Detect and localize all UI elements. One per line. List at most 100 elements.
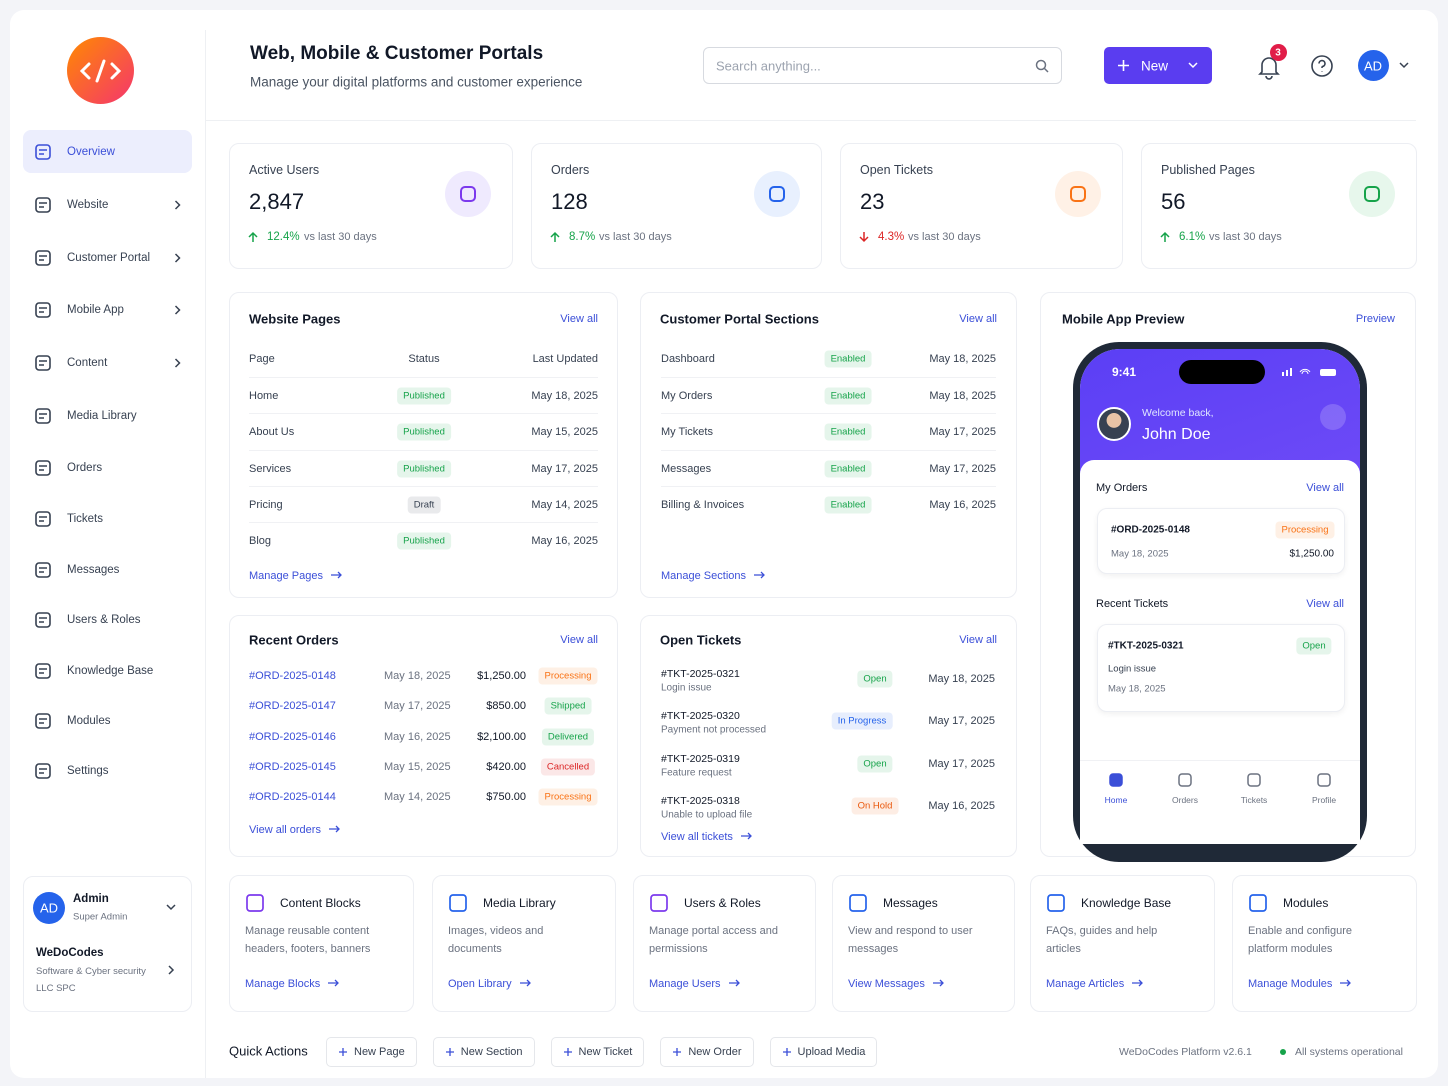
tab-label: Profile [1311, 795, 1337, 805]
search-box[interactable] [703, 47, 1062, 84]
panel-title: Website Pages [249, 311, 341, 327]
arrow-icon [754, 571, 765, 579]
quick-action-button[interactable]: New Order [660, 1037, 754, 1067]
chevron[interactable] [166, 904, 176, 911]
stat-glyph [460, 186, 476, 202]
module-card [432, 875, 616, 1012]
page-date: May 16, 2025 [531, 535, 598, 547]
row-divider [661, 486, 996, 487]
nav-item[interactable]: Content [67, 357, 108, 369]
stat-label: Published Pages [1161, 163, 1255, 177]
nav-item[interactable]: Knowledge Base [67, 665, 154, 677]
view-all-link[interactable]: View all [560, 634, 598, 646]
ticket-date: May 16, 2025 [928, 799, 995, 812]
manage-link[interactable]: Manage Sections [661, 570, 768, 582]
module-link[interactable]: Manage Blocks [245, 978, 342, 990]
section-title: My Orders [1096, 482, 1148, 494]
avatar[interactable] [1358, 50, 1389, 81]
module-link[interactable]: Open Library [448, 978, 534, 990]
module-title: Modules [1283, 896, 1329, 910]
nav-item[interactable]: Mobile App [67, 304, 124, 316]
ticket-date: May 17, 2025 [928, 715, 995, 728]
quick-action-button[interactable]: New Ticket [550, 1037, 645, 1067]
search-icon [1035, 59, 1049, 73]
nav-item[interactable]: Orders [67, 462, 103, 474]
quick-action-button[interactable]: New Section [432, 1037, 535, 1067]
nav-item[interactable]: Tickets [67, 513, 103, 525]
view-all-link[interactable]: View all [1306, 598, 1344, 610]
button-icon [445, 1048, 454, 1056]
trend-arrow [859, 232, 869, 243]
view-all-link[interactable]: View all [1306, 482, 1344, 494]
ticket-subject: Login issue [1108, 663, 1157, 675]
help-icon[interactable] [1310, 54, 1334, 78]
manage-link[interactable]: View all tickets [661, 831, 755, 843]
stat-note: vs last 30 days [599, 231, 672, 243]
stat-change: 8.7% [569, 231, 596, 243]
footer-status: All systems operational [1295, 1046, 1403, 1058]
order-amount: $420.00 [486, 760, 526, 773]
nav-item[interactable]: Settings [67, 765, 109, 777]
nav-item[interactable]: Customer Portal [67, 252, 151, 264]
module-link[interactable]: Manage Modules [1248, 978, 1354, 990]
phone-time: 9:41 [1112, 365, 1137, 379]
stat-change: 4.3% [878, 231, 905, 243]
ticket-card [1097, 624, 1345, 712]
tab-label: Tickets [1240, 795, 1268, 805]
nav-item[interactable]: Messages [67, 564, 120, 576]
status-badge: Published [397, 532, 451, 550]
tab-icon [1247, 773, 1261, 787]
order-date: May 18, 2025 [1111, 548, 1169, 560]
sidebar-divider [205, 30, 206, 1078]
welcome-name: John Doe [1142, 426, 1211, 443]
ticket-date: May 17, 2025 [928, 757, 995, 770]
nav-chevron [174, 200, 181, 210]
manage-link[interactable]: Manage Pages [249, 570, 345, 582]
page-title: Web, Mobile & Customer Portals [250, 43, 544, 64]
section-name: Messages [661, 463, 712, 475]
section-date: May 18, 2025 [929, 390, 996, 402]
panel-title: Mobile App Preview [1062, 311, 1185, 327]
view-all-link[interactable]: View all [959, 313, 997, 325]
ticket-subject: Unable to upload file [661, 809, 753, 821]
new-button-label[interactable]: New [1141, 58, 1169, 74]
view-all-link[interactable]: View all [560, 313, 598, 325]
quick-action-button[interactable]: Upload Media [769, 1037, 878, 1067]
status-icons [1282, 368, 1336, 376]
tab-label: Orders [1172, 795, 1198, 805]
order-date: May 15, 2025 [384, 760, 451, 773]
tab-icon [1109, 773, 1123, 787]
ticket-date: May 18, 2025 [1108, 683, 1166, 695]
nav-icon [35, 663, 51, 679]
nav-item[interactable]: Users & Roles [67, 614, 141, 626]
nav-item[interactable]: Media Library [67, 410, 137, 422]
preview-link[interactable]: Preview [1355, 313, 1395, 325]
module-link[interactable]: Manage Articles [1046, 978, 1146, 990]
ticket-id: #TKT-2025-0320 [661, 710, 740, 723]
nav-item[interactable]: Overview [67, 146, 115, 158]
nav-icon [35, 612, 51, 628]
module-icon [650, 894, 668, 912]
nav-icon [35, 562, 51, 578]
logo-glyph [79, 59, 122, 83]
module-link[interactable]: Manage Users [649, 978, 743, 990]
button-label: New Order [688, 1046, 742, 1058]
row-divider [249, 377, 598, 378]
stat-note: vs last 30 days [1209, 231, 1282, 243]
new-button[interactable] [1104, 47, 1212, 84]
stat-change: 12.4% [267, 231, 300, 243]
module-icon [849, 894, 867, 912]
manage-link[interactable]: View all orders [249, 824, 343, 836]
module-link[interactable]: View Messages [848, 978, 947, 990]
module-description: FAQs, guides and help articles [1046, 925, 1158, 955]
tab-bar-divider [1080, 760, 1360, 761]
tab-icon [1178, 773, 1192, 787]
status-badge: Enabled [824, 460, 872, 478]
order-id: #ORD-2025-0148 [249, 670, 336, 682]
quick-action-button[interactable]: New Page [326, 1037, 417, 1067]
nav-item[interactable]: Modules [67, 715, 111, 727]
chevron[interactable] [168, 965, 175, 975]
nav-item[interactable]: Website [67, 199, 109, 211]
view-all-link[interactable]: View all [959, 634, 997, 646]
